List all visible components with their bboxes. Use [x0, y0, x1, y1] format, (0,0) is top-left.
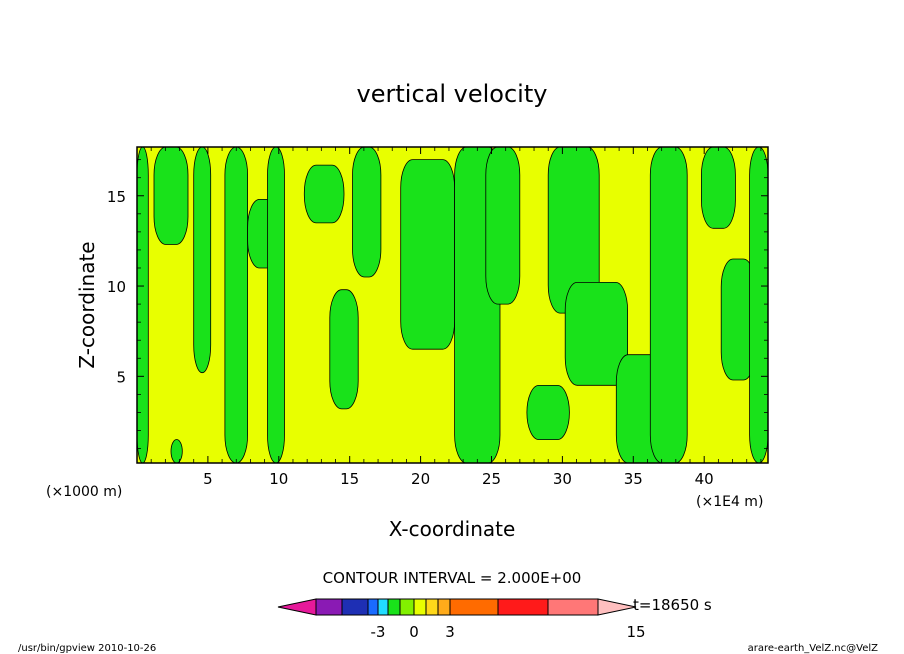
plot-area: 5 10 15 20 25 30 35 40 5 10 15: [107, 146, 769, 488]
colorbar-tick-labels: -3 0 3 15: [371, 623, 646, 641]
green-region: [400, 159, 456, 350]
x-axis: 5 10 15 20 25 30 35 40: [150, 147, 762, 488]
x-tick-label: 20: [411, 470, 430, 488]
green-region: [193, 146, 212, 374]
green-region: [649, 146, 688, 464]
colorbar-tick-label: 0: [409, 623, 419, 641]
x-tick-label: 35: [624, 470, 643, 488]
x-tick-label: 25: [482, 470, 501, 488]
y-tick-label: 15: [107, 188, 126, 206]
green-region: [136, 146, 149, 464]
colorbar-tick-label: 3: [445, 623, 455, 641]
x-tick-label: 15: [340, 470, 359, 488]
y-tick-label: 5: [116, 368, 126, 386]
green-region: [564, 281, 629, 386]
green-region: [329, 289, 359, 410]
x-tick-label: 10: [269, 470, 288, 488]
green-region: [224, 146, 248, 464]
green-region: [485, 146, 521, 305]
contour-interval-text: CONTOUR INTERVAL = 2.000E+00: [323, 569, 582, 587]
colorbar-segment: [367, 598, 379, 616]
colorbar: [277, 598, 637, 616]
green-region: [352, 146, 382, 278]
x-tick-label: 30: [553, 470, 572, 488]
green-region: [153, 146, 189, 245]
colorbar-segment: [497, 598, 549, 616]
colorbar-segment: [377, 598, 389, 616]
time-label: t=18650 s: [633, 596, 712, 614]
colorbar-segment: [449, 598, 499, 616]
green-region: [303, 164, 345, 224]
green-region: [526, 384, 570, 440]
colorbar-segment: [341, 598, 369, 616]
colorbar-arrow-high: [597, 598, 637, 616]
footer-left: /usr/bin/gpview 2010-10-26: [18, 643, 156, 654]
x-unit-right: (×1E4 m): [696, 494, 763, 510]
colorbar-segment: [399, 598, 415, 616]
x-tick-label: 5: [203, 470, 213, 488]
colorbar-segment: [547, 598, 599, 616]
colorbar-segment: [425, 598, 439, 616]
x-axis-label: X-coordinate: [389, 517, 516, 541]
footer-right: arare-earth_VelZ.nc@VelZ: [748, 643, 879, 654]
colorbar-segment: [387, 598, 401, 616]
green-region: [170, 439, 183, 464]
x-unit-left: (×1000 m): [46, 484, 122, 500]
colorbar-segment: [315, 598, 343, 616]
green-region: [701, 146, 736, 229]
colorbar-segment: [437, 598, 451, 616]
colorbar-tick-label: -3: [371, 623, 386, 641]
colorbar-segment: [413, 598, 427, 616]
y-axis: 5 10 15: [107, 159, 768, 449]
chart-title: vertical velocity: [357, 80, 548, 108]
green-region: [267, 146, 285, 464]
x-tick-label: 40: [695, 470, 714, 488]
plot-frame: [136, 146, 769, 464]
green-region: [749, 146, 769, 464]
colorbar-arrow-low: [277, 598, 317, 616]
colorbar-tick-label: 15: [626, 623, 645, 641]
y-tick-label: 10: [107, 278, 126, 296]
contour-regions: [136, 146, 769, 464]
y-axis-label: Z-coordinate: [75, 241, 99, 368]
